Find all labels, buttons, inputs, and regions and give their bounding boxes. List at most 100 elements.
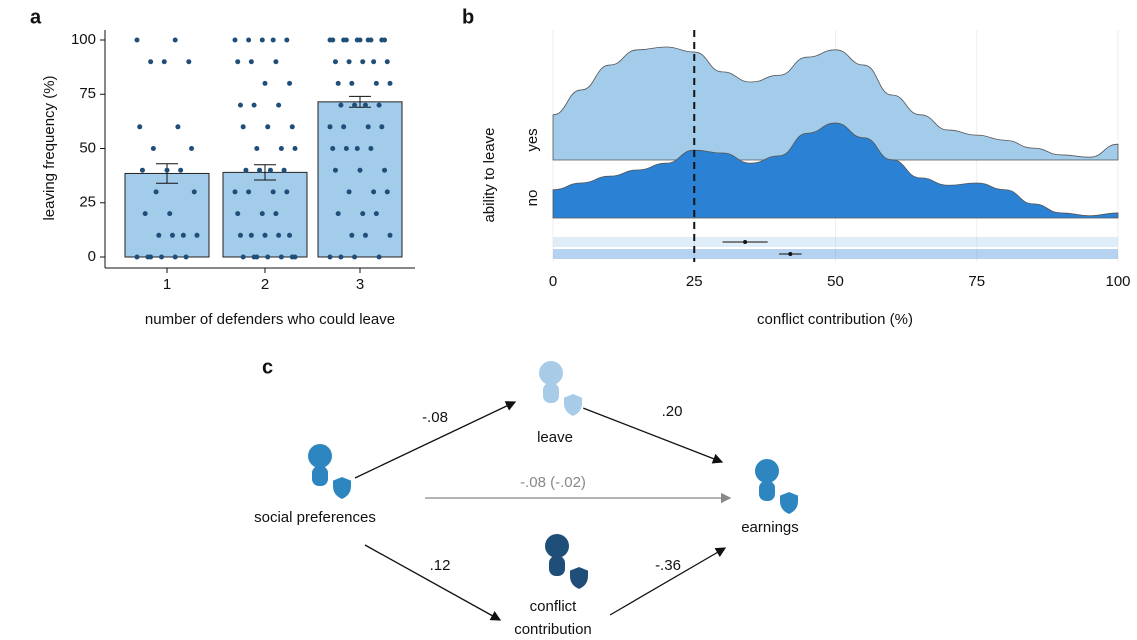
point bbox=[373, 211, 379, 217]
point bbox=[384, 59, 390, 65]
point bbox=[332, 167, 338, 173]
panel-label: c bbox=[262, 356, 273, 378]
point bbox=[240, 254, 246, 260]
point bbox=[278, 254, 284, 260]
x-tick-label: 2 bbox=[261, 276, 269, 293]
error-bar bbox=[156, 163, 178, 184]
point bbox=[352, 102, 358, 108]
point bbox=[292, 254, 298, 260]
point bbox=[194, 232, 200, 238]
edge-label: -.08 bbox=[422, 409, 448, 426]
point bbox=[343, 146, 349, 151]
point bbox=[360, 59, 366, 65]
point bbox=[371, 189, 377, 195]
point bbox=[246, 189, 252, 195]
point bbox=[276, 232, 282, 238]
mean-point bbox=[788, 252, 793, 256]
point bbox=[183, 254, 189, 260]
icon bbox=[539, 361, 584, 419]
edge-label: .20 bbox=[662, 403, 683, 420]
point bbox=[346, 59, 352, 65]
point bbox=[237, 102, 243, 108]
point bbox=[169, 232, 175, 238]
x-axis-title: number of defenders who could leave bbox=[145, 311, 395, 328]
node-label: conflict bbox=[530, 598, 578, 615]
point bbox=[161, 59, 167, 65]
x-tick-label: 50 bbox=[827, 273, 844, 290]
point bbox=[335, 211, 341, 217]
x-tick-label: 3 bbox=[356, 276, 364, 293]
point bbox=[373, 80, 379, 86]
point bbox=[150, 146, 156, 151]
point bbox=[338, 254, 344, 260]
point bbox=[259, 211, 265, 217]
point bbox=[137, 124, 143, 130]
strip bbox=[553, 249, 1118, 259]
point bbox=[186, 59, 192, 65]
point bbox=[175, 124, 181, 130]
point bbox=[327, 254, 333, 260]
point bbox=[376, 102, 382, 108]
strip bbox=[553, 237, 1118, 247]
point bbox=[235, 211, 241, 217]
point bbox=[139, 167, 145, 173]
point bbox=[360, 211, 366, 217]
point bbox=[365, 124, 371, 130]
point bbox=[382, 167, 388, 173]
point bbox=[368, 146, 374, 151]
arrow bbox=[354, 401, 517, 479]
y-tick-label: 50 bbox=[79, 139, 96, 156]
point bbox=[180, 232, 186, 238]
icon bbox=[308, 444, 353, 502]
point bbox=[254, 146, 260, 151]
point bbox=[248, 232, 254, 238]
point bbox=[246, 37, 252, 43]
point bbox=[354, 146, 360, 151]
point bbox=[387, 232, 393, 238]
node-label: earnings bbox=[741, 519, 799, 536]
mean-point bbox=[743, 240, 748, 244]
point bbox=[376, 254, 382, 260]
point bbox=[262, 80, 268, 86]
point bbox=[281, 167, 287, 173]
x-tick-label: 100 bbox=[1105, 273, 1130, 290]
point bbox=[248, 59, 254, 65]
y-axis-title: ability to leave bbox=[481, 127, 498, 222]
point bbox=[362, 232, 368, 238]
point bbox=[153, 189, 159, 195]
point bbox=[371, 59, 377, 65]
arrow bbox=[609, 547, 727, 616]
point bbox=[352, 254, 358, 260]
node-label: contribution bbox=[514, 621, 592, 638]
point bbox=[341, 124, 347, 130]
x-axis-title: conflict contribution (%) bbox=[757, 311, 913, 328]
point bbox=[254, 254, 260, 260]
point bbox=[270, 37, 276, 43]
point bbox=[379, 124, 385, 130]
point bbox=[232, 37, 238, 43]
point bbox=[267, 167, 273, 173]
point bbox=[134, 37, 140, 43]
point bbox=[273, 211, 279, 217]
point bbox=[357, 167, 363, 173]
point bbox=[292, 146, 298, 151]
point bbox=[284, 37, 290, 43]
arrow bbox=[582, 407, 724, 464]
point bbox=[172, 37, 178, 43]
error-bar bbox=[349, 95, 371, 108]
point bbox=[278, 146, 284, 151]
x-tick-label: 75 bbox=[968, 273, 985, 290]
edge-label: .12 bbox=[430, 557, 451, 574]
icon bbox=[545, 534, 590, 592]
point bbox=[159, 254, 165, 260]
point bbox=[276, 102, 282, 108]
point bbox=[284, 189, 290, 195]
y-tick-label: 75 bbox=[79, 85, 96, 102]
point bbox=[178, 167, 184, 173]
point bbox=[349, 80, 355, 86]
point bbox=[265, 254, 271, 260]
point bbox=[240, 124, 246, 130]
point bbox=[232, 189, 238, 195]
icon bbox=[755, 459, 800, 517]
category-label: yes bbox=[524, 128, 541, 151]
